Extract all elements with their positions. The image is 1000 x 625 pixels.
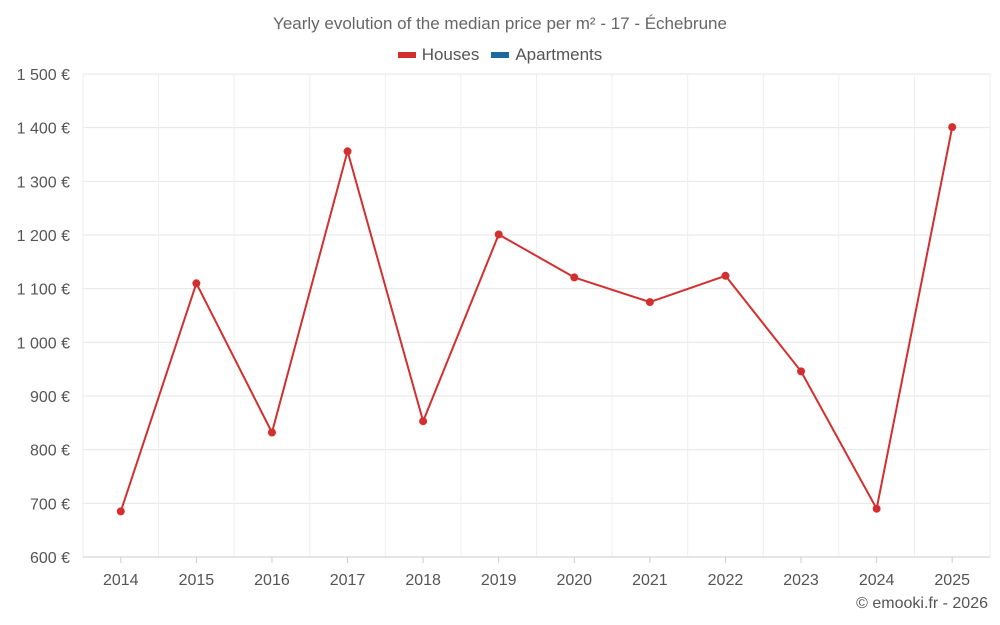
y-tick-label: 1 500 € xyxy=(17,67,70,84)
data-point-2024[interactable] xyxy=(872,504,881,513)
x-tick-label: 2019 xyxy=(481,572,517,589)
legend-swatch-apartments xyxy=(491,52,510,58)
data-point-2021[interactable] xyxy=(645,298,654,307)
legend-label-houses: Houses xyxy=(421,45,480,64)
x-tick-label: 2017 xyxy=(330,572,366,589)
legend-item-houses[interactable]: Houses xyxy=(397,45,480,65)
x-tick-label: 2018 xyxy=(405,572,441,589)
y-tick-label: 700 € xyxy=(30,496,70,513)
y-tick-label: 1 000 € xyxy=(17,335,70,352)
data-point-2023[interactable] xyxy=(797,367,806,376)
x-tick-label: 2016 xyxy=(254,572,290,589)
y-tick-label: 1 300 € xyxy=(17,174,70,191)
credit-text: © emooki.fr - 2026 xyxy=(856,595,988,612)
y-tick-label: 800 € xyxy=(30,443,70,460)
chart-title: Yearly evolution of the median price per… xyxy=(273,14,727,33)
legend-label-apartments: Apartments xyxy=(515,45,603,64)
data-point-2017[interactable] xyxy=(343,147,352,156)
x-tick-label: 2022 xyxy=(708,572,744,589)
x-tick-label: 2020 xyxy=(556,572,592,589)
x-tick-label: 2021 xyxy=(632,572,668,589)
data-point-2018[interactable] xyxy=(419,417,428,426)
x-tick-label: 2015 xyxy=(179,572,215,589)
series-line-houses xyxy=(119,126,954,512)
x-tick-label: 2023 xyxy=(783,572,819,589)
x-tick-label: 2024 xyxy=(859,572,895,589)
x-tick-label: 2025 xyxy=(934,572,970,589)
grid xyxy=(82,73,991,558)
data-point-2022[interactable] xyxy=(721,271,730,280)
y-tick-label: 1 100 € xyxy=(17,282,70,299)
data-point-2020[interactable] xyxy=(570,273,579,282)
data-point-2025[interactable] xyxy=(948,123,957,132)
y-tick-label: 1 200 € xyxy=(17,228,70,245)
x-tick-label: 2014 xyxy=(103,572,139,589)
legend-item-apartments[interactable]: Apartments xyxy=(491,45,602,65)
y-tick-label: 900 € xyxy=(30,389,70,406)
data-point-2014[interactable] xyxy=(116,507,125,516)
data-point-2015[interactable] xyxy=(192,279,201,288)
axes: 600 € 700 € 800 € 900 € 1 000 € 1 100 € 1 200 … xyxy=(17,67,990,589)
y-tick-label: 1 400 € xyxy=(17,121,70,138)
legend: Houses Apartments xyxy=(0,45,1000,65)
data-point-2016[interactable] xyxy=(267,428,276,437)
data-point-2019[interactable] xyxy=(494,230,503,239)
series xyxy=(116,123,957,516)
y-tick-label: 600 € xyxy=(30,550,70,567)
legend-swatch-houses xyxy=(397,52,416,58)
